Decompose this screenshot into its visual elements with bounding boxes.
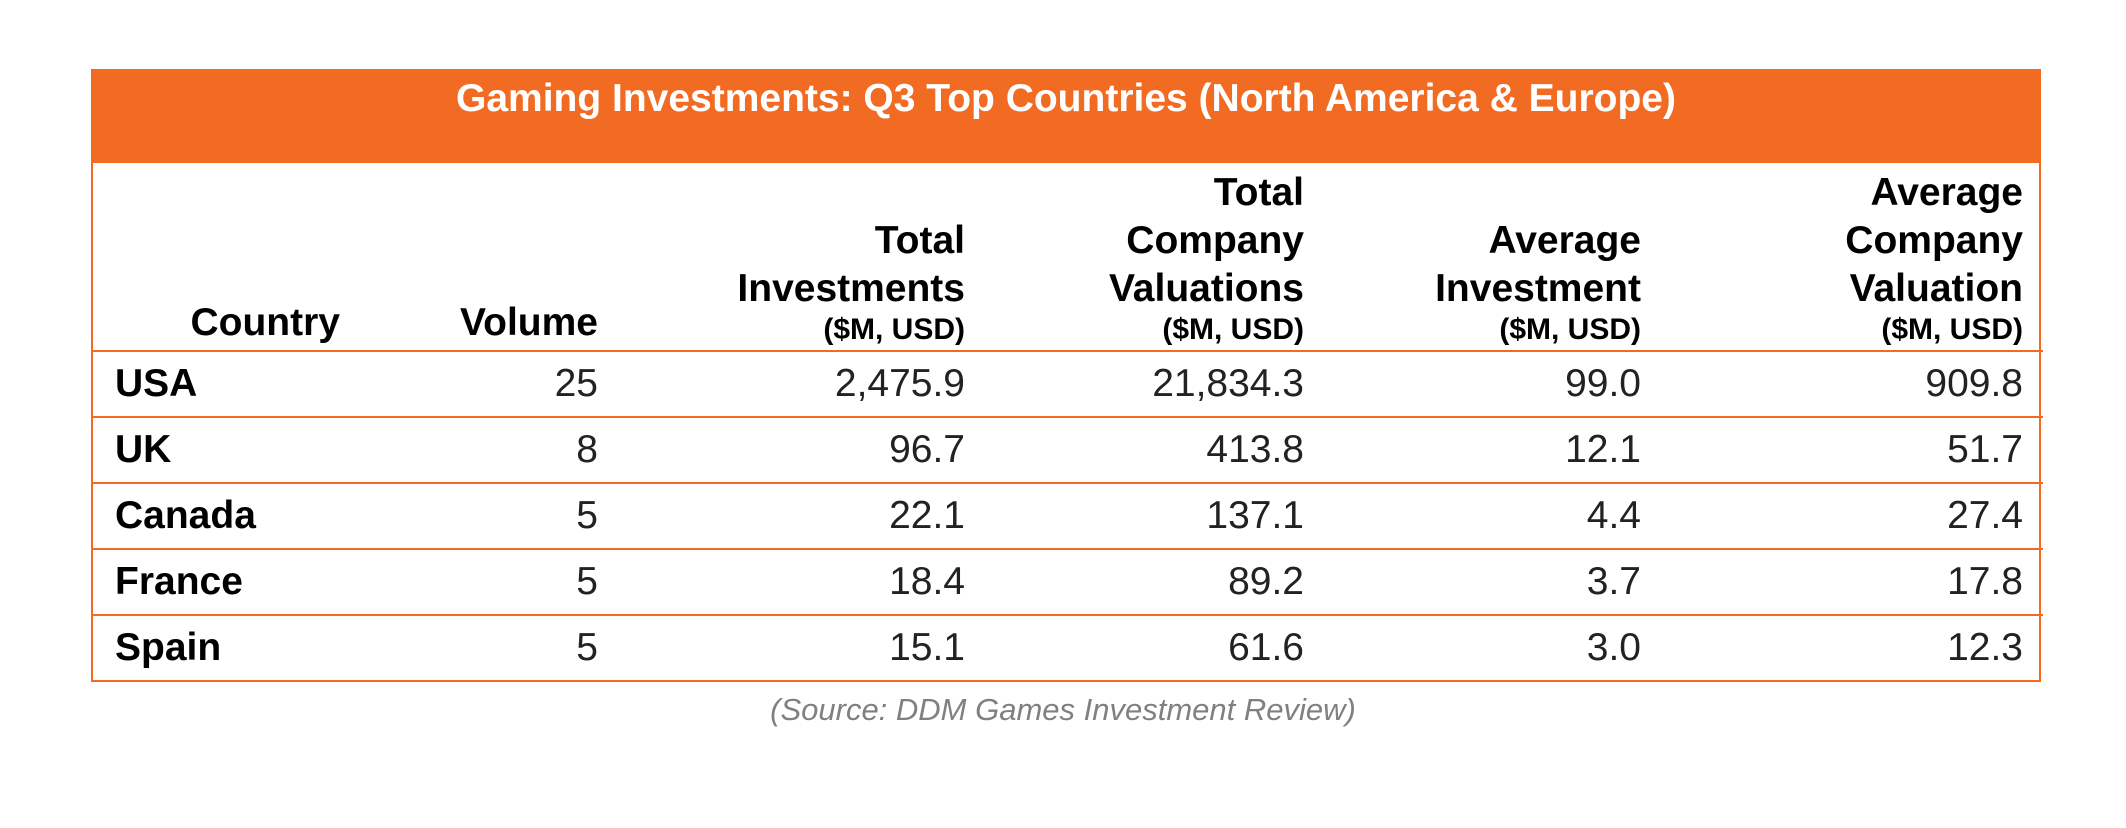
column-header-volume-label: Volume [460,301,598,344]
cell-average-investment: 4.4 [1304,483,1641,550]
cell-country: France [93,549,356,616]
column-header-volume: Volume [356,163,598,352]
header-line: Valuations [1108,267,1304,310]
cell-volume: 8 [356,417,598,484]
column-header-average-valuation: Average Company Valuation ($M, USD) [1641,163,2043,352]
cell-average-investment: 3.0 [1586,626,1641,669]
cell-total-investments: 22.1 [598,483,965,550]
column-header-country: Country [93,163,356,352]
cell-average-valuation: 27.4 [1641,483,2043,550]
cell-total-investments: 15.1 [889,626,965,669]
cell-average-valuation: 51.7 [1641,417,2043,484]
header-line: Investment [1435,267,1641,310]
cell-total-valuations: 137.1 [965,483,1304,550]
cell-average-valuation: 909.8 [1641,351,2043,418]
cell-volume: 25 [356,351,598,418]
cell-total-investments: 2,475.9 [598,351,965,418]
cell-average-investment: 12.1 [1304,417,1641,484]
table-row: France 5 18.4 89.2 3.7 17.8 [93,549,2043,616]
header-unit: ($M, USD) [823,313,965,346]
header-line: Total [874,219,965,262]
header-line: Average [1488,219,1641,262]
cell-total-valuations: 61.6 [1228,626,1304,669]
cell-total-valuations: 413.8 [965,417,1304,484]
header-unit: ($M, USD) [1881,313,2023,346]
cell-country: USA [93,351,356,418]
cell-average-valuation: 17.8 [1641,549,2043,616]
cell-volume: 5 [576,626,598,669]
cell-total-investments: 18.4 [598,549,965,616]
cell-total-valuations: 89.2 [965,549,1304,616]
cell-average-valuation: 12.3 [1947,626,2023,669]
source-note: (Source: DDM Games Investment Review) [770,692,1356,727]
table-row: Spain 5 15.1 61.6 3.0 12.3 [93,615,2043,680]
header-line: Average [1870,171,2023,214]
header-line: Investments [737,267,965,310]
cell-country: Spain [115,626,222,669]
cell-country: UK [93,417,356,484]
header-row: Country Volume Total Investments ($M, US… [93,163,2043,352]
cell-volume: 5 [356,483,598,550]
investment-table: Country Volume Total Investments ($M, US… [93,163,2043,680]
column-header-country-label: Country [190,301,341,344]
investment-table-frame: Gaming Investments: Q3 Top Countries (No… [91,69,2043,682]
table-row: UK 8 96.7 413.8 12.1 51.7 [93,417,2043,484]
table-row: Canada 5 22.1 137.1 4.4 27.4 [93,483,2043,550]
cell-average-investment: 3.7 [1304,549,1641,616]
cell-total-valuations: 21,834.3 [965,351,1304,418]
header-line: Company [1845,219,2023,262]
table-row: USA 25 2,475.9 21,834.3 99.0 909.8 [93,351,2043,418]
column-header-average-investment: Average Investment ($M, USD) [1304,163,1641,352]
cell-country: Canada [93,483,356,550]
cell-total-investments: 96.7 [598,417,965,484]
cell-average-investment: 99.0 [1304,351,1641,418]
header-line: Total [1213,171,1304,214]
column-header-total-investments: Total Investments ($M, USD) [598,163,965,352]
header-line: Valuation [1849,267,2023,310]
header-unit: ($M, USD) [1499,313,1641,346]
cell-volume: 5 [356,549,598,616]
header-line: Company [1126,219,1304,262]
column-header-total-valuations: Total Company Valuations ($M, USD) [965,163,1304,352]
table-title: Gaming Investments: Q3 Top Countries (No… [93,69,2039,163]
header-unit: ($M, USD) [1162,313,1304,346]
